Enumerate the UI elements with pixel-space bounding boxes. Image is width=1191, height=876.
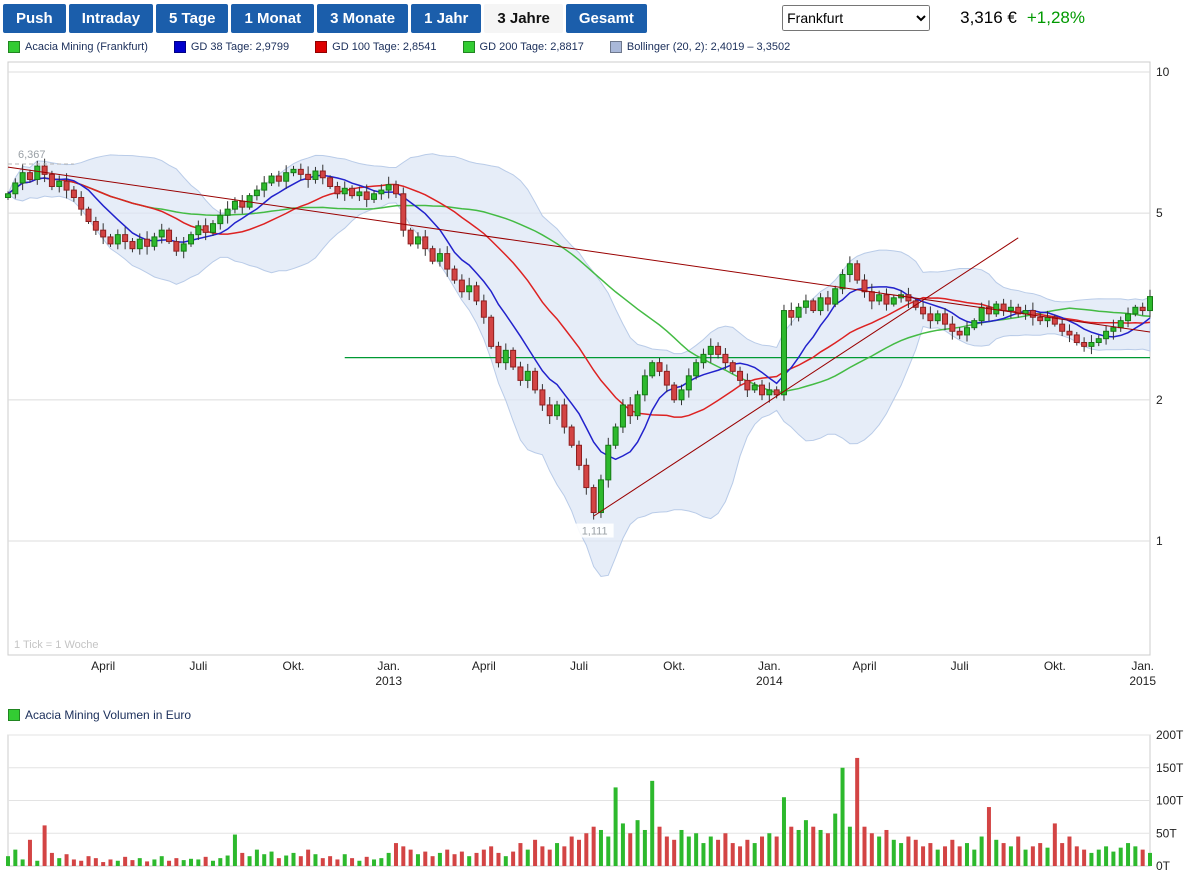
svg-text:2015: 2015 bbox=[1129, 674, 1156, 688]
svg-text:Jan.: Jan. bbox=[758, 659, 781, 673]
svg-text:Okt.: Okt. bbox=[1044, 659, 1066, 673]
svg-text:2013: 2013 bbox=[375, 674, 402, 688]
legend-swatch bbox=[609, 41, 622, 53]
legend-label: Acacia Mining (Frankfurt) bbox=[25, 41, 148, 53]
legend-label: Acacia Mining Volumen in Euro bbox=[25, 708, 192, 722]
legend-swatch bbox=[462, 41, 475, 53]
y-axis-label: 5 bbox=[1156, 206, 1163, 220]
svg-text:Juli: Juli bbox=[189, 659, 207, 673]
svg-text:Okt.: Okt. bbox=[663, 659, 685, 673]
legend-item: Acacia Mining Volumen in Euro bbox=[8, 708, 191, 722]
legend-swatch bbox=[8, 709, 20, 721]
low-annotation: 1,111 bbox=[582, 526, 608, 538]
legend-item: Bollinger (20, 2): 2,4019 – 3,3502 bbox=[609, 41, 791, 53]
range-buttons: Push Intraday 5 Tage 1 Monat 3 Monate 1 Jahr 3… bbox=[3, 4, 647, 33]
candlesticks bbox=[5, 158, 1153, 520]
range-button-1-monat[interactable]: 1 Monat bbox=[231, 4, 315, 33]
legend-item: GD 100 Tage: 2,8541 bbox=[315, 41, 437, 53]
indicator-legend: Acacia Mining (Frankfurt) GD 38 Tage: 2,9… bbox=[0, 36, 1191, 58]
volume-gridlines bbox=[8, 734, 1150, 834]
tick-note: 1 Tick = 1 Woche bbox=[14, 639, 98, 651]
toolbar: Push Intraday 5 Tage 1 Monat 3 Monate 1 Jahr 3… bbox=[0, 0, 1191, 36]
volume-axis-label: 0T bbox=[1156, 859, 1171, 873]
volume-legend: Acacia Mining Volumen in Euro bbox=[8, 708, 191, 722]
volume-axis-label: 150T bbox=[1156, 761, 1184, 775]
legend-swatch bbox=[8, 41, 20, 53]
y-axis-label: 2 bbox=[1156, 393, 1163, 407]
range-button-gesamt[interactable]: Gesamt bbox=[565, 4, 647, 33]
svg-text:Juli: Juli bbox=[570, 659, 588, 673]
low-annotation-bg bbox=[575, 523, 614, 538]
trendline bbox=[593, 237, 1019, 517]
svg-text:Okt.: Okt. bbox=[282, 659, 304, 673]
legend-item: Acacia Mining (Frankfurt) bbox=[8, 41, 148, 53]
volume-axis-label: 50T bbox=[1156, 826, 1177, 840]
svg-text:April: April bbox=[852, 659, 876, 673]
range-button-intraday[interactable]: Intraday bbox=[68, 4, 154, 33]
trendline bbox=[7, 166, 1151, 333]
legend-label: GD 200 Tage: 2,8817 bbox=[479, 41, 584, 53]
y-axis-label: 1 bbox=[1156, 534, 1163, 548]
range-button-3-monate[interactable]: 3 Monate bbox=[317, 4, 409, 33]
legend-label: GD 38 Tage: 2,9799 bbox=[190, 41, 290, 53]
volume-axis-label: 200T bbox=[1156, 728, 1184, 742]
exchange-select[interactable]: Frankfurt bbox=[782, 5, 931, 31]
range-button-5-tage[interactable]: 5 Tage bbox=[156, 4, 229, 33]
svg-text:2014: 2014 bbox=[756, 674, 783, 688]
range-button-push[interactable]: Push bbox=[3, 4, 66, 33]
price-chart[interactable]: 1 2 5 10 6,367 1,111 1 Tick = 1 Woche April Juli… bbox=[0, 58, 1191, 698]
bollinger-band bbox=[7, 153, 1151, 577]
high-annotation: 6,367 bbox=[18, 149, 46, 161]
svg-text:Jan.: Jan. bbox=[377, 659, 400, 673]
svg-text:April: April bbox=[472, 659, 496, 673]
y-axis-label: 10 bbox=[1156, 65, 1170, 79]
legend-label: GD 100 Tage: 2,8541 bbox=[332, 41, 437, 53]
legend-item: GD 200 Tage: 2,8817 bbox=[462, 41, 584, 53]
legend-item: GD 38 Tage: 2,9799 bbox=[173, 41, 290, 53]
svg-text:April: April bbox=[91, 659, 115, 673]
range-button-3-jahre[interactable]: 3 Jahre bbox=[484, 4, 563, 33]
volume-axis-label: 100T bbox=[1156, 794, 1184, 808]
price-value: 3,316 € bbox=[960, 8, 1017, 27]
volume-bars bbox=[6, 757, 1152, 866]
range-button-1-jahr[interactable]: 1 Jahr bbox=[411, 4, 482, 33]
legend-swatch bbox=[315, 41, 328, 53]
price-change: +1,28% bbox=[1026, 8, 1085, 27]
legend-label: Bollinger (20, 2): 2,4019 – 3,3502 bbox=[626, 41, 791, 53]
svg-text:Juli: Juli bbox=[951, 659, 969, 673]
svg-text:Jan.: Jan. bbox=[1131, 659, 1154, 673]
volume-chart[interactable]: 0T 50T 100T 150T 200T bbox=[0, 728, 1191, 876]
legend-swatch bbox=[173, 41, 186, 53]
